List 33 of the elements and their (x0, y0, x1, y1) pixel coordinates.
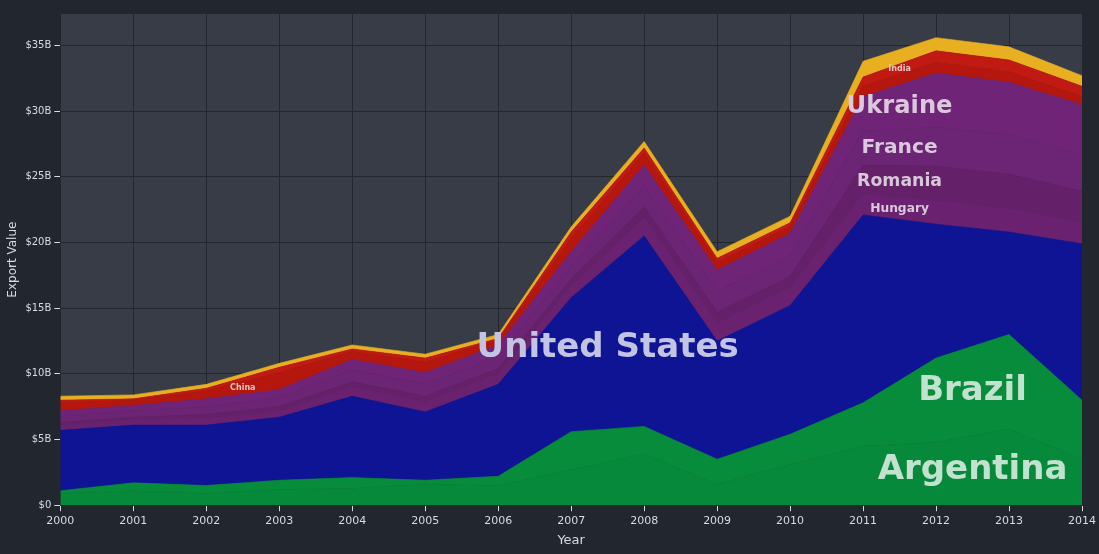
x-tick-label: 2012 (922, 513, 951, 527)
series-label: Hungary (870, 200, 929, 215)
x-tick-label: 2005 (411, 513, 440, 527)
series-label: United States (476, 324, 739, 365)
x-tick-label: 2013 (995, 513, 1024, 527)
x-tick-label: 2002 (192, 513, 221, 527)
x-tick-label: 2014 (1068, 513, 1096, 527)
series-label: Romania (857, 169, 943, 190)
x-tick-label: 2004 (338, 513, 367, 527)
y-tick-label: $10B (25, 367, 52, 379)
y-tick-label: $25B (25, 170, 52, 182)
x-tick-label: 2000 (46, 513, 75, 527)
series-label: Brazil (918, 367, 1027, 408)
series-label: Argentina (877, 447, 1068, 488)
x-tick-label: 2008 (630, 513, 659, 527)
y-tick-label: $20B (25, 236, 52, 248)
series-label: China (230, 383, 256, 393)
x-tick-label: 2007 (557, 513, 586, 527)
y-axis-title: Export Value (5, 221, 20, 298)
series-label: India (888, 64, 911, 74)
y-tick-label: $0 (38, 498, 52, 510)
x-tick-label: 2003 (265, 513, 294, 527)
x-tick-label: 2010 (776, 513, 805, 527)
x-tick-label: 2009 (703, 513, 732, 527)
y-tick-label: $5B (31, 433, 52, 445)
y-tick-label: $30B (25, 104, 52, 116)
y-tick-label: $35B (25, 39, 52, 51)
x-tick-label: 2011 (849, 513, 878, 527)
x-axis-title: Year (556, 531, 586, 547)
x-tick-label: 2006 (484, 513, 513, 527)
x-tick-label: 2001 (119, 513, 148, 527)
y-tick-label: $15B (25, 301, 52, 313)
series-label: France (861, 133, 938, 158)
